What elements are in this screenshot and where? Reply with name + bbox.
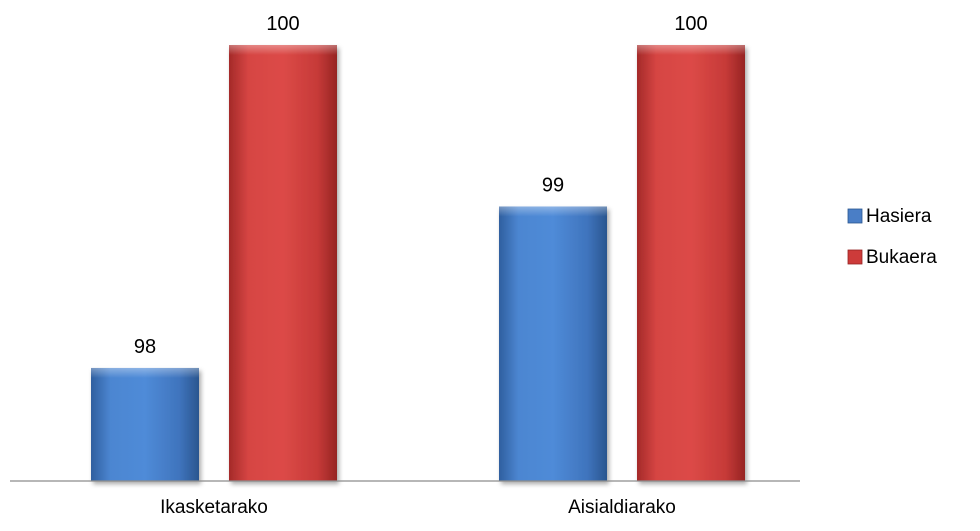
bar-hasiera-1: [91, 367, 199, 481]
bar-bukaera-1: [229, 45, 337, 481]
bar-sheen: [637, 45, 745, 55]
legend-swatch: [847, 249, 863, 265]
bar-rect: [499, 206, 607, 481]
labels-layer: 98 100 Ikasketarako 99 100 Aisialdiarako: [134, 13, 708, 518]
data-label: 100: [674, 13, 707, 35]
bar-hasiera-2: [499, 206, 607, 481]
category-label: Ikasketarako: [160, 497, 268, 518]
bar-sheen: [91, 367, 199, 378]
bar-sheen: [499, 206, 607, 217]
bar-rect: [637, 45, 745, 481]
data-label: 99: [542, 174, 564, 196]
legend-label: Hasiera: [866, 206, 932, 227]
category-label: Aisialdiarako: [568, 497, 676, 518]
legend-swatch: [847, 208, 863, 224]
bar-rect: [229, 45, 337, 481]
legend-label: Bukaera: [866, 247, 937, 268]
data-label: 98: [134, 336, 156, 358]
bars-layer: [91, 45, 745, 481]
legend-item-bukaera: Bukaera: [847, 247, 937, 268]
legend: Hasiera Bukaera: [847, 206, 937, 268]
data-label: 100: [266, 13, 299, 35]
legend-item-hasiera: Hasiera: [847, 206, 932, 227]
bar-sheen: [229, 45, 337, 55]
bar-rect: [91, 367, 199, 481]
bar-bukaera-2: [637, 45, 745, 481]
